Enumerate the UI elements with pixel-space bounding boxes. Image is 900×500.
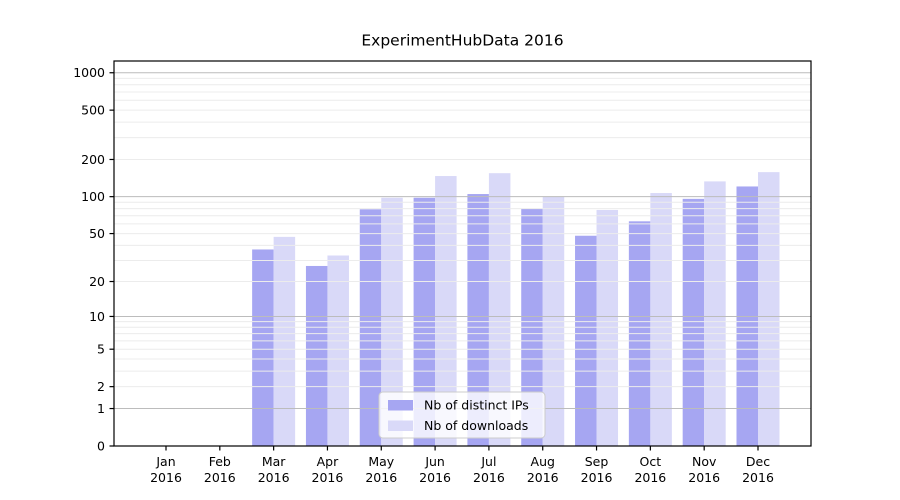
y-axis-tick-label: 20 — [89, 274, 105, 289]
legend-label-ips: Nb of distinct IPs — [424, 398, 529, 413]
x-axis-year-label: 2016 — [688, 470, 720, 485]
x-axis-month-label: Jul — [480, 454, 496, 469]
legend-label-downloads: Nb of downloads — [424, 418, 528, 433]
legend-swatch-downloads — [388, 420, 413, 431]
bar-downloads-jul — [488, 173, 511, 446]
legend: Nb of distinct IPs Nb of downloads — [378, 391, 546, 439]
bar-downloads-nov — [704, 181, 726, 446]
x-axis-month-label: Aug — [531, 454, 555, 469]
x-axis-month-label: Sep — [585, 454, 609, 469]
x-axis-year-label: 2016 — [742, 470, 774, 485]
x-axis-month-label: Feb — [209, 454, 231, 469]
x-axis-year-label: 2016 — [365, 470, 397, 485]
plot-border — [113, 60, 812, 447]
x-axis-month-label: May — [368, 454, 394, 469]
y-axis-tick-label: 5 — [97, 342, 105, 357]
bar-downloads-dec — [758, 172, 780, 446]
bar-downloads-apr — [327, 255, 349, 446]
bar-downloads-oct — [650, 193, 672, 446]
y-axis-tick-label: 500 — [81, 103, 105, 118]
x-axis-year-label: 2016 — [312, 470, 344, 485]
bar-ips-apr — [305, 265, 328, 446]
x-axis-year-label: 2016 — [150, 470, 182, 485]
y-axis-tick-label: 100 — [81, 189, 105, 204]
x-axis-month-label: Jun — [424, 454, 445, 469]
bar-downloads-mar — [273, 236, 296, 446]
x-axis-month-label: Jan — [155, 454, 175, 469]
legend-swatch-ips — [388, 400, 413, 411]
x-axis-year-label: 2016 — [634, 470, 666, 485]
x-axis-year-label: 2016 — [581, 470, 613, 485]
x-axis-month-label: Mar — [262, 454, 286, 469]
bar-ips-jul — [467, 194, 489, 446]
x-axis-month-label: Nov — [692, 454, 717, 469]
y-axis-tick-label: 50 — [89, 226, 105, 241]
y-axis-tick-label: 0 — [97, 438, 105, 453]
y-axis-tick-label: 2 — [97, 379, 105, 394]
chart-title: ExperimentHubData 2016 — [361, 32, 563, 50]
y-axis-tick-label: 1 — [97, 401, 105, 416]
x-axis-year-label: 2016 — [473, 470, 505, 485]
x-axis-month-label: Oct — [640, 454, 662, 469]
x-axis-month-label: Dec — [746, 454, 770, 469]
bar-downloads-jun — [435, 176, 457, 446]
bar-ips-mar — [252, 249, 274, 446]
y-axis-tick-label: 1000 — [73, 65, 105, 80]
x-axis-month-label: Apr — [317, 454, 339, 469]
x-axis-year-label: 2016 — [204, 470, 236, 485]
y-axis-tick-label: 200 — [81, 152, 105, 167]
y-axis-tick-label: 10 — [89, 309, 105, 324]
x-axis-year-label: 2016 — [419, 470, 451, 485]
x-axis-year-label: 2016 — [258, 470, 290, 485]
legend-box — [378, 391, 546, 439]
x-axis-year-label: 2016 — [527, 470, 559, 485]
